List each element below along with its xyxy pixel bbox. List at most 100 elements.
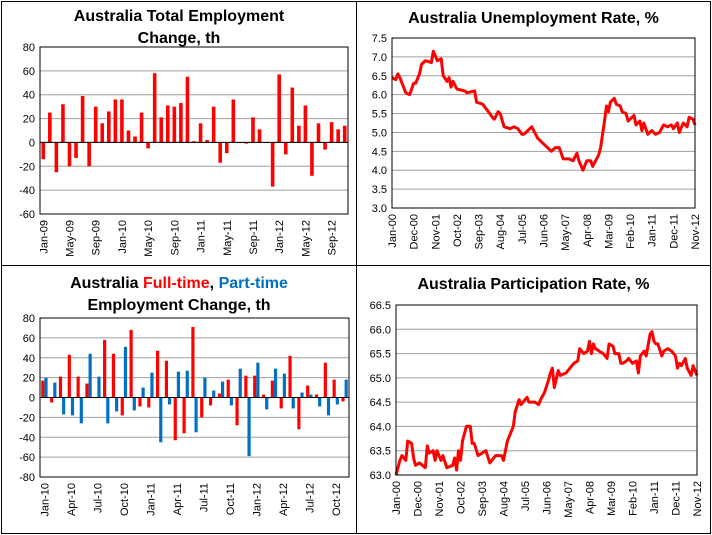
bar bbox=[58, 376, 63, 398]
bar bbox=[318, 397, 322, 407]
y-tick-label: 6.0 bbox=[372, 90, 387, 102]
y-tick-label: 40 bbox=[23, 90, 35, 102]
bar bbox=[100, 123, 105, 143]
chart-2: 80 60 40 20 0 -20 -40 -60 -80 Jan-10 Apr-10 Jul-10 O… bbox=[19, 313, 350, 517]
x-tick-label: Aug-04 bbox=[499, 481, 511, 516]
plot-border bbox=[39, 46, 349, 215]
bar bbox=[139, 112, 144, 143]
x-tick-label: May-11 bbox=[222, 220, 234, 256]
bar bbox=[168, 397, 172, 405]
plot-border bbox=[39, 317, 350, 478]
bar bbox=[229, 397, 233, 406]
y-tick-label: 3.5 bbox=[372, 184, 387, 196]
bar bbox=[323, 362, 327, 398]
bar bbox=[179, 103, 183, 143]
bar bbox=[303, 105, 308, 143]
bar bbox=[323, 142, 327, 150]
bar bbox=[316, 123, 321, 143]
bar bbox=[257, 129, 262, 143]
bar bbox=[300, 392, 304, 398]
bar bbox=[277, 74, 281, 143]
x-tick-label: May-12 bbox=[300, 220, 312, 257]
y-tick-label: 64.5 bbox=[370, 397, 391, 409]
x-tick-label: Mar-09 bbox=[606, 481, 618, 516]
bar bbox=[208, 397, 213, 406]
bar bbox=[173, 397, 177, 441]
bar bbox=[141, 387, 145, 398]
bar bbox=[220, 381, 225, 398]
x-tick-label: Oct-02 bbox=[456, 481, 468, 514]
bar bbox=[88, 353, 92, 398]
plot-area bbox=[40, 47, 348, 214]
x-tick-label: Jan-12 bbox=[274, 220, 286, 254]
bar bbox=[93, 106, 98, 143]
x-tick-label: Jul-10 bbox=[92, 483, 104, 513]
bar bbox=[53, 382, 57, 398]
bar bbox=[79, 397, 83, 424]
bar bbox=[342, 125, 347, 143]
bar bbox=[115, 397, 119, 412]
x-tick-label: Dec-00 bbox=[413, 481, 425, 516]
chart-title-line1: Australia Participation Rate, % bbox=[417, 276, 650, 293]
bar bbox=[329, 122, 334, 143]
x-tick-label: Dec-11 bbox=[671, 481, 683, 516]
chart-title-participation: Australia Participation Rate, % bbox=[357, 274, 710, 296]
bar bbox=[152, 73, 157, 143]
bar bbox=[194, 397, 198, 433]
x-tick-label: Jan-10 bbox=[39, 483, 51, 517]
x-tick-label: Jan-11 bbox=[145, 483, 157, 516]
bar bbox=[123, 346, 128, 398]
title-prefix: Australia bbox=[70, 275, 143, 292]
x-tick-label: Feb-10 bbox=[628, 481, 640, 516]
x-tick-label: Oct-02 bbox=[452, 214, 464, 247]
bar bbox=[244, 142, 249, 144]
bar bbox=[133, 136, 137, 143]
x-tick-label: Jun-06 bbox=[542, 481, 554, 515]
bar bbox=[67, 354, 71, 398]
x-tick-label: Jan-09 bbox=[38, 220, 50, 254]
x-tick-label: Jun-06 bbox=[539, 214, 551, 248]
bar bbox=[120, 397, 124, 416]
bar bbox=[50, 397, 54, 403]
bar bbox=[85, 383, 89, 398]
x-tick-label: Oct-11 bbox=[225, 483, 237, 515]
bar bbox=[341, 397, 345, 402]
x-tick-label: Dec-11 bbox=[668, 214, 680, 249]
y-tick-label: -80 bbox=[19, 472, 35, 484]
bar bbox=[212, 390, 216, 398]
bar bbox=[200, 397, 204, 418]
x-tick-label: Sep-03 bbox=[477, 481, 489, 516]
bar bbox=[159, 397, 163, 443]
bar bbox=[41, 380, 45, 398]
bar bbox=[87, 142, 91, 167]
x-tick-label: Nov-01 bbox=[430, 214, 442, 249]
bar bbox=[107, 111, 111, 143]
bar bbox=[176, 371, 181, 398]
x-tick-label: Oct-10 bbox=[119, 483, 131, 516]
bar bbox=[156, 350, 160, 398]
bar bbox=[217, 393, 221, 398]
y-tick-label: 80 bbox=[23, 42, 35, 54]
x-tick-label: Sep-11 bbox=[248, 220, 260, 255]
bar bbox=[182, 397, 186, 434]
bar bbox=[265, 397, 269, 410]
x-tick-label: Feb-10 bbox=[625, 214, 637, 249]
bar bbox=[185, 370, 189, 398]
bar bbox=[270, 380, 274, 398]
bar bbox=[288, 355, 292, 398]
y-tick-label: 4.5 bbox=[372, 146, 387, 158]
bar bbox=[103, 339, 107, 398]
x-tick-label: Oct-12 bbox=[331, 483, 343, 516]
x-tick-label: Sep-03 bbox=[474, 214, 486, 249]
chart-title-line2: Employment Change, th bbox=[87, 297, 271, 314]
x-tick-label: Jan-10 bbox=[117, 220, 129, 254]
series-line bbox=[391, 49, 697, 172]
bar bbox=[146, 142, 150, 149]
bar bbox=[159, 117, 164, 143]
x-tick-label: Jan-11 bbox=[649, 481, 661, 514]
x-tick-label: May-07 bbox=[560, 214, 572, 251]
y-tick-label: 0 bbox=[29, 137, 35, 149]
bar bbox=[231, 99, 236, 143]
bar bbox=[238, 368, 242, 398]
